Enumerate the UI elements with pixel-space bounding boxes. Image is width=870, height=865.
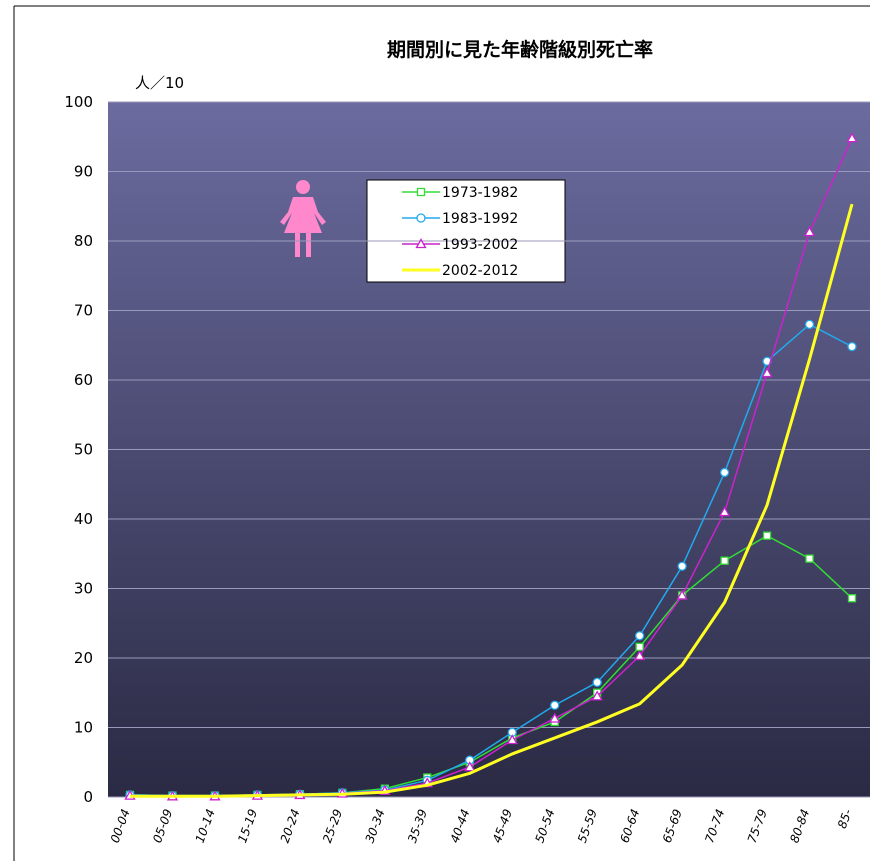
x-tick-label: 80-84 <box>787 807 812 845</box>
data-point <box>549 712 561 723</box>
x-tick-label: 40-44 <box>448 807 473 845</box>
data-point <box>803 226 816 237</box>
x-tick-label: 85- <box>835 807 855 830</box>
data-point <box>591 690 603 701</box>
y-tick-label: 20 <box>74 649 93 667</box>
legend-label: 1973-1982 <box>442 185 518 201</box>
legend-label: 2002-2012 <box>442 263 518 279</box>
data-point <box>847 341 857 352</box>
y-tick-label: 30 <box>74 580 93 598</box>
x-tick-label: 10-14 <box>193 807 218 845</box>
data-point <box>506 734 518 745</box>
legend-label: 1983-1992 <box>442 211 518 227</box>
y-tick-label: 70 <box>74 302 93 320</box>
y-tick-label: 0 <box>83 788 93 806</box>
y-axis-label: 人／10 <box>135 74 184 92</box>
x-tick-label: 25-29 <box>320 807 345 845</box>
data-point <box>592 677 602 687</box>
data-point <box>804 319 815 330</box>
x-tick-label: 50-54 <box>532 807 557 845</box>
x-tick-label: 55-59 <box>575 807 600 845</box>
data-point <box>761 367 773 378</box>
data-point <box>720 556 729 565</box>
x-tick-label: 45-49 <box>490 807 515 845</box>
data-point <box>677 561 687 571</box>
y-tick-label: 90 <box>74 163 93 181</box>
x-tick-label: 35-39 <box>405 807 430 845</box>
x-tick-label: 30-34 <box>363 807 388 845</box>
legend <box>366 179 566 283</box>
data-point <box>550 700 560 710</box>
data-point <box>634 631 645 641</box>
data-point <box>762 531 772 540</box>
x-tick-label: 60-64 <box>617 807 642 845</box>
legend-marker <box>416 213 426 223</box>
data-point <box>635 642 644 652</box>
x-tick-label: 20-24 <box>278 807 303 845</box>
data-point <box>805 554 814 563</box>
data-point <box>719 467 730 478</box>
female-icon <box>280 180 326 257</box>
x-tick-label: 00-04 <box>108 807 133 845</box>
data-point <box>846 132 858 143</box>
x-tick-label: 05-09 <box>150 807 175 845</box>
data-point <box>847 594 857 603</box>
x-tick-label: 75-79 <box>745 807 770 845</box>
y-tick-label: 100 <box>64 93 93 111</box>
x-tick-label: 65-69 <box>660 807 685 845</box>
data-point <box>718 506 731 517</box>
data-point <box>676 589 688 600</box>
y-tick-label: 50 <box>74 441 93 459</box>
legend-marker <box>416 187 426 197</box>
y-tick-label: 60 <box>74 371 93 389</box>
chart-title: 期間別に見た年齢階級別死亡率 <box>387 38 653 61</box>
x-tick-label: 15-19 <box>235 807 260 845</box>
legend-marker <box>415 238 427 249</box>
y-tick-label: 10 <box>74 719 93 737</box>
x-tick-label: 70-74 <box>702 807 727 845</box>
y-tick-label: 80 <box>74 232 93 250</box>
data-point <box>464 761 476 772</box>
y-tick-label: 40 <box>74 510 93 528</box>
data-point <box>634 650 646 661</box>
series-line <box>130 203 854 798</box>
legend-label: 1993-2002 <box>442 237 518 253</box>
